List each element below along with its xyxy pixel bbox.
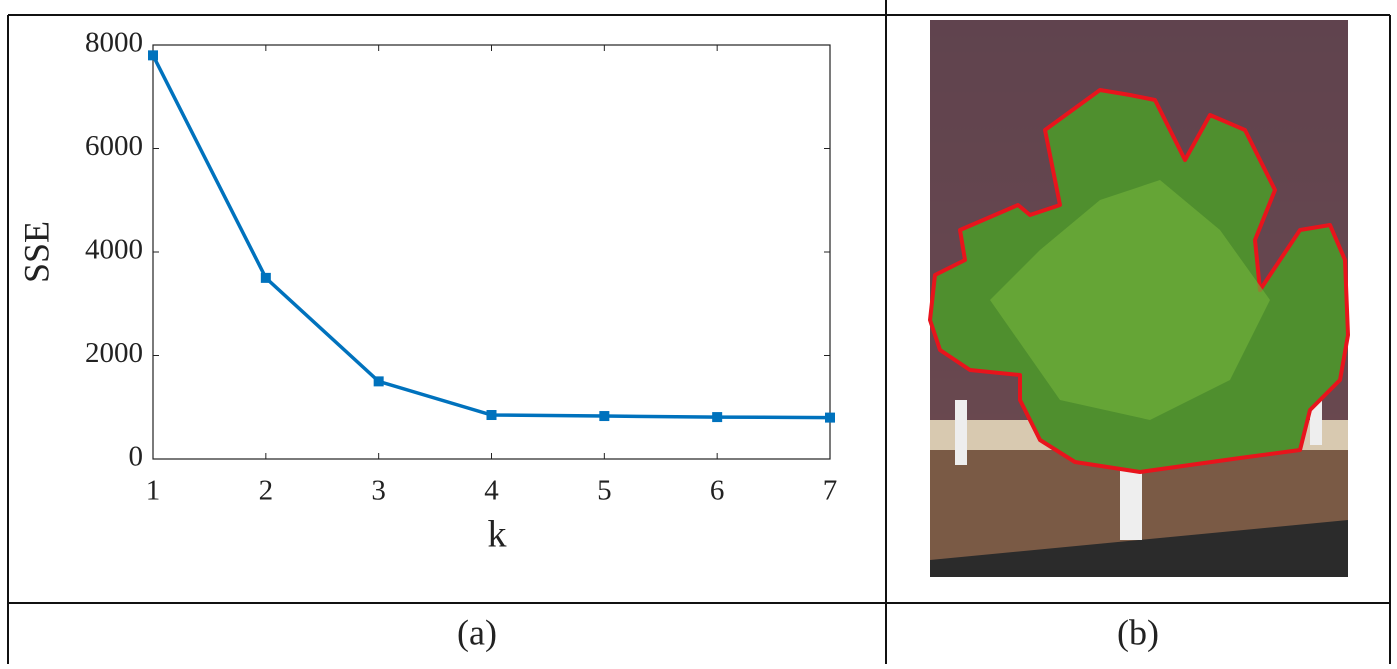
y-tick-label: 4000	[85, 234, 143, 266]
point-marker	[148, 50, 158, 61]
x-tick-label: 4	[484, 475, 499, 507]
x-tick-label: 5	[597, 475, 612, 507]
x-axis-label: k	[488, 514, 507, 556]
x-tick-label: 3	[371, 475, 386, 507]
tree-photo	[928, 20, 1350, 577]
x-tick-label: 6	[710, 475, 725, 507]
x-tick-label: 2	[259, 475, 274, 507]
y-tick-label: 2000	[85, 337, 143, 369]
point-marker	[373, 376, 384, 387]
point-marker	[825, 412, 835, 423]
frame	[7, 0, 1391, 664]
series-line	[151, 54, 831, 420]
y-tick-label: 8000	[85, 27, 143, 59]
caption: (a)	[457, 612, 497, 652]
point-marker	[712, 412, 723, 423]
y-tick-label: 6000	[85, 130, 143, 162]
point-marker	[486, 410, 497, 421]
point-marker	[260, 272, 271, 283]
y-axis-label: SSE	[16, 221, 56, 283]
y-tick-label: 0	[129, 441, 144, 473]
point-marker	[599, 411, 610, 422]
caption: (b)	[1117, 612, 1159, 652]
x-tick-label: 1	[146, 475, 161, 507]
x-tick-label: 7	[823, 475, 838, 507]
